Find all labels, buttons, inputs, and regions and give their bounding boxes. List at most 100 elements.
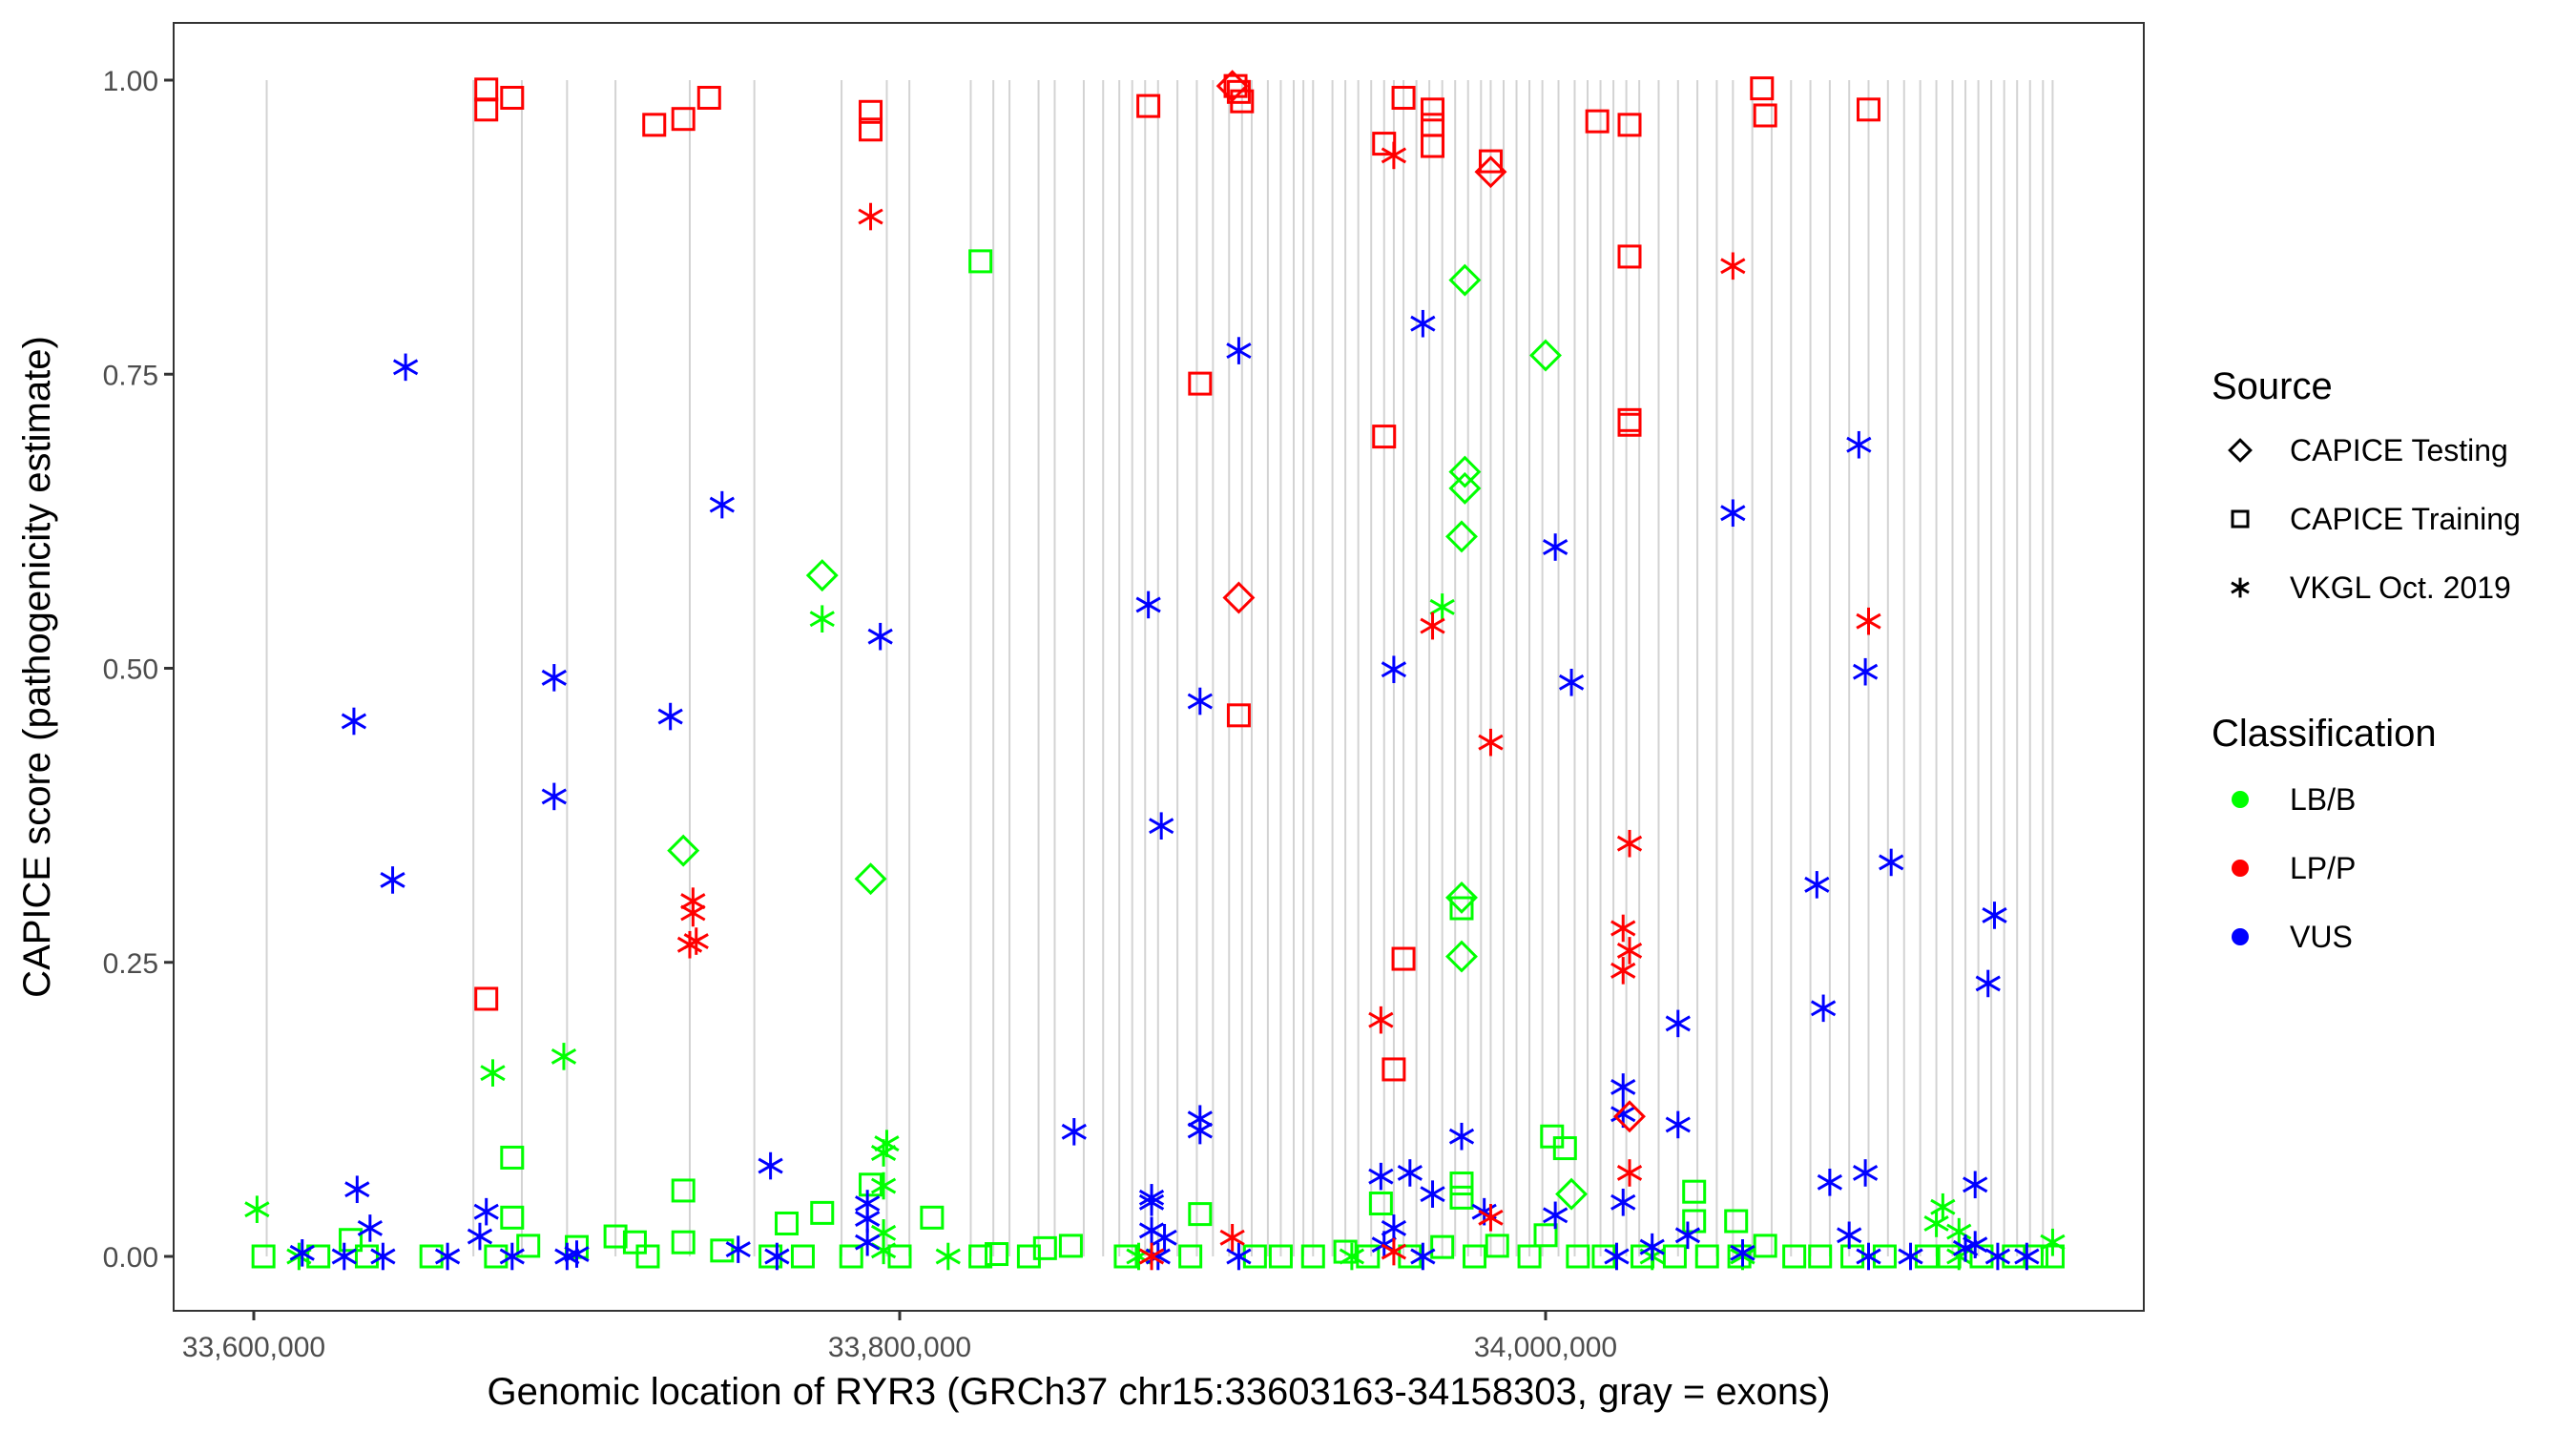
data-point [1372, 425, 1397, 449]
data-point [1810, 994, 1837, 1023]
data-point [541, 782, 567, 811]
legend-asterisk-icon [2231, 577, 2250, 598]
data-point [667, 834, 700, 867]
legend-source-label: CAPICE Testing [2290, 433, 2508, 467]
data-point [1381, 141, 1407, 170]
data-point [1485, 1234, 1509, 1258]
data-point [1421, 97, 1445, 122]
data-point [1381, 655, 1407, 684]
data-point [671, 107, 696, 132]
data-point [867, 622, 893, 651]
data-point [1837, 1221, 1862, 1250]
data-point [1610, 1073, 1636, 1101]
data-point [1555, 1177, 1589, 1211]
data-point [1421, 134, 1445, 158]
data-point [1449, 1185, 1474, 1210]
x-tick-label: 33,800,000 [828, 1332, 971, 1363]
legend-class-items: LB/B LP/P VUS [2232, 782, 2356, 954]
series-lb-b-capice-training [251, 249, 2065, 1269]
data-point [671, 1178, 696, 1203]
data-point [855, 1228, 881, 1256]
data-point [1333, 1239, 1358, 1264]
data-point [696, 85, 721, 110]
data-point [1914, 1244, 1939, 1269]
data-point [1381, 1237, 1407, 1266]
legend-class-title: Classification [2212, 713, 2437, 755]
data-point [1898, 1242, 1923, 1271]
data-point [1397, 1159, 1423, 1187]
data-point [1445, 881, 1478, 914]
data-point [1852, 657, 1879, 686]
data-point [764, 1242, 790, 1271]
data-point [709, 490, 735, 519]
data-point [1817, 1169, 1843, 1196]
series-lp-p-vkgl [676, 141, 1881, 1271]
data-point [1448, 1122, 1475, 1151]
data-point [1381, 1214, 1407, 1242]
data-point [1533, 1223, 1558, 1248]
series-lb-b-capice-testing [667, 263, 1589, 1211]
data-point [968, 1244, 993, 1269]
data-point [499, 1242, 525, 1271]
x-tick-label: 33,600,000 [182, 1332, 325, 1363]
data-point [1856, 607, 1881, 635]
y-axis-title: CAPICE score (pathogenicity estimate) [16, 336, 58, 998]
data-point [968, 249, 993, 274]
data-point [1682, 1179, 1707, 1204]
data-point [1178, 1244, 1203, 1269]
legend-dot-icon [2232, 791, 2249, 808]
legend-diamond-icon [2228, 438, 2253, 463]
data-point [1448, 455, 1482, 488]
data-point [1032, 1235, 1057, 1260]
data-point [870, 1139, 897, 1167]
data-point [344, 1175, 370, 1204]
data-point [354, 1244, 379, 1269]
data-point [500, 1145, 525, 1170]
data-point [1963, 1231, 1988, 1258]
series-lp-p-capice-testing [1215, 70, 1646, 1133]
data-point [1804, 871, 1830, 899]
data-point [1445, 520, 1478, 553]
data-point [1857, 97, 1880, 122]
data-point [1617, 113, 1642, 137]
data-point [473, 1197, 499, 1226]
data-point [1429, 593, 1455, 621]
data-point [810, 1200, 835, 1225]
data-point [1474, 156, 1507, 189]
axes: 0.00 0.25 0.50 0.75 1.00 33,600,000 33,800,00… [16, 66, 1830, 1413]
data-point [1872, 1244, 1897, 1269]
data-point [805, 559, 839, 592]
legend: Source CAPICE Testing CAPICE Training VKGL… [2212, 365, 2521, 954]
y-tick-label: 1.00 [103, 66, 158, 97]
data-point [1138, 1242, 1165, 1271]
legend-dot-icon [2232, 928, 2249, 945]
data-point [920, 1205, 945, 1230]
data-point [1449, 896, 1474, 921]
data-point [1750, 76, 1775, 101]
data-point [1391, 85, 1416, 110]
data-point [474, 986, 499, 1011]
series-vus-vkgl [289, 309, 2040, 1271]
data-point [500, 85, 525, 110]
data-point [1381, 1057, 1406, 1082]
data-point [1969, 1244, 1994, 1269]
data-point [1543, 533, 1568, 561]
data-point [2040, 1228, 2066, 1256]
data-point [635, 1244, 660, 1269]
data-point [1268, 1244, 1293, 1269]
data-point [1665, 1110, 1691, 1139]
data-point [392, 353, 419, 382]
data-point [1356, 1244, 1381, 1269]
data-point [1566, 1244, 1590, 1269]
data-point [289, 1239, 315, 1267]
legend-class-label: VUS [2290, 920, 2353, 954]
data-point [1585, 109, 1610, 134]
data-point [1852, 1159, 1879, 1187]
legend-source-title: Source [2212, 365, 2333, 407]
data-point [1694, 1244, 1719, 1269]
data-point [1420, 612, 1445, 640]
data-point [1879, 848, 1904, 877]
y-tick-label: 0.25 [103, 948, 158, 980]
data-point [1662, 1244, 1687, 1269]
data-points [244, 70, 2066, 1271]
